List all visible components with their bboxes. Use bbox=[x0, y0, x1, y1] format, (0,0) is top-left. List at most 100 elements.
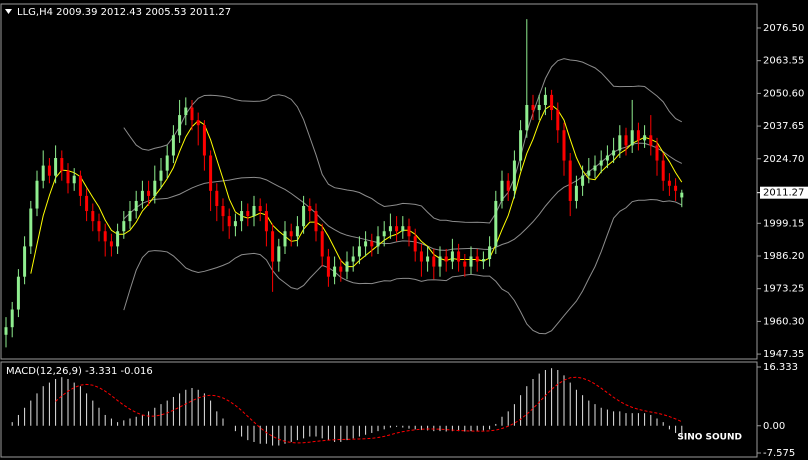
candle-body bbox=[190, 107, 194, 121]
bollinger-upper bbox=[123, 58, 683, 224]
candle-body bbox=[556, 110, 560, 131]
candle-body bbox=[97, 221, 101, 232]
candle-body bbox=[568, 160, 572, 201]
candle-body bbox=[16, 276, 20, 310]
candle-body bbox=[326, 256, 330, 277]
candle-body bbox=[78, 175, 82, 196]
candle-body bbox=[184, 107, 188, 116]
macd-signal bbox=[55, 376, 683, 444]
candle-body bbox=[618, 135, 622, 151]
chart-title: LLG,H4 2009.39 2012.43 2005.53 2011.27 bbox=[17, 7, 231, 18]
candle-body bbox=[593, 165, 597, 171]
candle-body bbox=[221, 205, 225, 217]
y-tick-label: -7.575 bbox=[763, 448, 795, 459]
candle-body bbox=[438, 256, 442, 267]
candle-body bbox=[469, 256, 473, 267]
candle-body bbox=[252, 205, 256, 217]
watermark: SINO SOUND bbox=[677, 433, 742, 443]
candle-body bbox=[550, 94, 554, 111]
current-price-label: 2011.27 bbox=[763, 188, 804, 199]
candle-body bbox=[506, 180, 510, 191]
candle-body bbox=[661, 160, 665, 181]
candle-body bbox=[574, 185, 578, 201]
candle-body bbox=[240, 211, 244, 222]
candle-body bbox=[537, 104, 541, 111]
y-tick-label: 2076.50 bbox=[763, 23, 804, 34]
candle-body bbox=[103, 231, 107, 242]
y-tick-label: 1960.30 bbox=[763, 316, 804, 327]
candle-body bbox=[295, 226, 299, 237]
y-tick-label: 1986.20 bbox=[763, 251, 804, 262]
candle-body bbox=[283, 231, 287, 247]
candle-body bbox=[605, 155, 609, 161]
candle-body bbox=[512, 160, 516, 191]
candle-body bbox=[302, 205, 306, 227]
y-tick-label: 2063.55 bbox=[763, 56, 804, 67]
candle-body bbox=[196, 120, 200, 126]
y-tick-label: 1947.35 bbox=[763, 349, 804, 360]
candle-body bbox=[388, 226, 392, 232]
candle-body bbox=[171, 135, 175, 156]
candle-body bbox=[153, 180, 157, 196]
candle-body bbox=[481, 259, 485, 262]
current-price-box bbox=[760, 186, 808, 199]
candle-body bbox=[531, 104, 535, 111]
candle-body bbox=[209, 155, 213, 191]
candle-body bbox=[463, 261, 467, 267]
candle-body bbox=[314, 211, 318, 232]
candle-body bbox=[4, 327, 8, 335]
candle-body bbox=[264, 211, 268, 232]
candle-body bbox=[612, 150, 616, 156]
candle-body bbox=[649, 135, 653, 146]
candle-body bbox=[519, 130, 523, 161]
candle-body bbox=[407, 226, 411, 237]
candle-body bbox=[109, 241, 113, 247]
candle-body bbox=[401, 226, 405, 232]
candle-body bbox=[426, 256, 430, 262]
candle-body bbox=[457, 251, 461, 262]
candle-body bbox=[54, 158, 58, 176]
candle-body bbox=[674, 185, 678, 191]
y-tick-label: 2024.70 bbox=[763, 154, 804, 165]
y-tick-label: 1999.15 bbox=[763, 218, 804, 229]
candle-body bbox=[655, 145, 659, 161]
candle-body bbox=[227, 216, 231, 227]
y-tick-label: 16.333 bbox=[763, 362, 798, 373]
candle-body bbox=[277, 246, 281, 262]
candle-body bbox=[364, 241, 368, 247]
candle-body bbox=[91, 211, 95, 222]
candle-body bbox=[382, 231, 386, 237]
candle-body bbox=[122, 221, 126, 232]
menu-arrow[interactable] bbox=[5, 9, 12, 14]
candle-body bbox=[35, 180, 39, 209]
candle-body bbox=[680, 192, 684, 198]
candle-body bbox=[357, 246, 361, 257]
candle-body bbox=[624, 135, 628, 146]
candle-body bbox=[165, 155, 169, 171]
candle-body bbox=[333, 266, 337, 277]
candle-body bbox=[475, 256, 479, 262]
candle-body bbox=[630, 130, 634, 146]
macd-title: MACD(12,26,9) -3.331 -0.016 bbox=[6, 366, 153, 377]
candle-body bbox=[258, 205, 262, 212]
bollinger-lower bbox=[123, 198, 683, 335]
candle-body bbox=[444, 256, 448, 262]
candle-body bbox=[488, 246, 492, 260]
candle-body bbox=[376, 236, 380, 247]
candle-body bbox=[66, 170, 70, 184]
candle-body bbox=[289, 231, 293, 237]
candle-body bbox=[320, 231, 324, 257]
candle-body bbox=[23, 246, 27, 277]
candle-body bbox=[134, 200, 138, 212]
candle-body bbox=[60, 158, 64, 171]
candle-body bbox=[178, 115, 182, 136]
candle-body bbox=[525, 104, 529, 131]
candle-body bbox=[339, 266, 343, 272]
moving-average bbox=[30, 104, 683, 274]
y-tick-label: 0.00 bbox=[763, 421, 785, 432]
candle-body bbox=[10, 309, 14, 328]
candle-body bbox=[450, 251, 454, 262]
candle-body bbox=[413, 236, 417, 252]
candle-body bbox=[562, 130, 566, 161]
